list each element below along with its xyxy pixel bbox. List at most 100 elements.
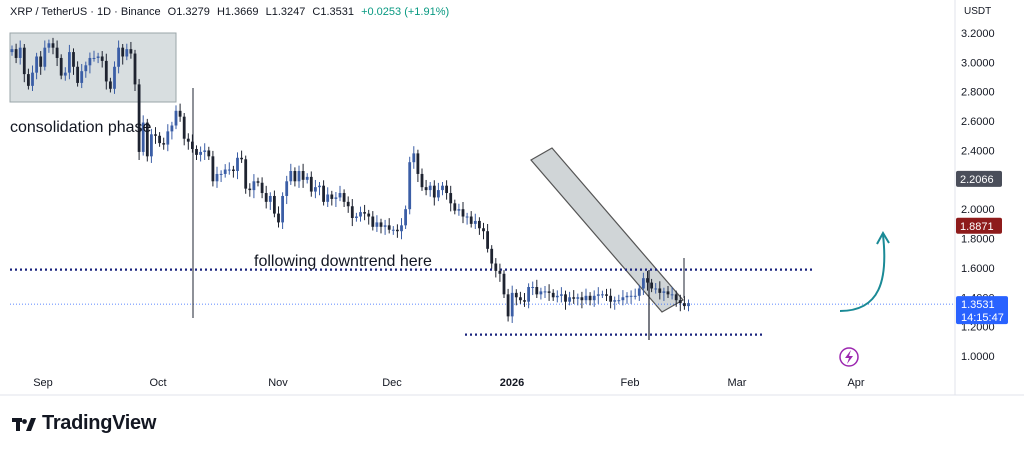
candle-body[interactable] bbox=[14, 49, 18, 58]
candle-body[interactable] bbox=[240, 157, 243, 160]
candle-body[interactable] bbox=[84, 65, 88, 72]
candle-body[interactable] bbox=[195, 148, 198, 155]
candle-body[interactable] bbox=[506, 294, 510, 317]
currency-label[interactable]: USDT bbox=[964, 6, 992, 17]
candle-body[interactable] bbox=[268, 195, 272, 202]
candle-body[interactable] bbox=[355, 216, 358, 218]
candle-body[interactable] bbox=[264, 193, 268, 202]
candle-body[interactable] bbox=[289, 171, 293, 182]
candle-body[interactable] bbox=[285, 181, 289, 196]
candle-body[interactable] bbox=[588, 295, 592, 301]
tradingview-logo[interactable]: TradingView bbox=[12, 412, 156, 435]
candle-body[interactable] bbox=[642, 278, 645, 289]
candle-body[interactable] bbox=[473, 220, 477, 224]
candle-body[interactable] bbox=[519, 297, 522, 301]
candle-body[interactable] bbox=[100, 56, 104, 61]
candle-body[interactable] bbox=[572, 297, 576, 299]
candle-body[interactable] bbox=[326, 194, 330, 202]
candle-body[interactable] bbox=[182, 116, 186, 139]
candle-body[interactable] bbox=[59, 57, 63, 76]
candle-body[interactable] bbox=[334, 197, 338, 199]
candle-body[interactable] bbox=[637, 288, 641, 296]
candle-body[interactable] bbox=[650, 282, 653, 289]
candle-body[interactable] bbox=[662, 291, 666, 293]
candle-body[interactable] bbox=[633, 295, 637, 297]
candle-body[interactable] bbox=[592, 295, 596, 301]
candle-body[interactable] bbox=[248, 188, 252, 191]
candle-body[interactable] bbox=[424, 187, 428, 191]
candle-body[interactable] bbox=[244, 159, 248, 189]
candle-body[interactable] bbox=[412, 153, 416, 163]
candle-body[interactable] bbox=[375, 222, 379, 227]
candle-body[interactable] bbox=[330, 194, 334, 199]
candle-body[interactable] bbox=[162, 143, 166, 145]
candle-body[interactable] bbox=[367, 213, 371, 217]
candle-body[interactable] bbox=[568, 297, 571, 302]
candle-body[interactable] bbox=[88, 57, 92, 66]
candle-body[interactable] bbox=[109, 81, 112, 89]
candle-body[interactable] bbox=[437, 190, 440, 198]
candle-body[interactable] bbox=[576, 297, 580, 299]
candle-body[interactable] bbox=[490, 248, 494, 264]
candle-body[interactable] bbox=[260, 182, 264, 194]
candle-body[interactable] bbox=[133, 53, 137, 85]
candle-body[interactable] bbox=[535, 286, 539, 295]
candle-body[interactable] bbox=[449, 193, 453, 204]
candle-body[interactable] bbox=[527, 286, 530, 302]
candle-body[interactable] bbox=[80, 71, 84, 83]
candle-body[interactable] bbox=[63, 72, 67, 76]
candle-body[interactable] bbox=[145, 122, 149, 157]
candle-body[interactable] bbox=[625, 295, 629, 298]
candle-body[interactable] bbox=[363, 212, 366, 214]
candle-body[interactable] bbox=[76, 66, 79, 83]
candle-body[interactable] bbox=[338, 193, 342, 198]
projection-arrow[interactable] bbox=[839, 234, 886, 312]
candle-body[interactable] bbox=[441, 185, 444, 191]
candle-body[interactable] bbox=[10, 49, 14, 53]
candle-body[interactable] bbox=[646, 278, 649, 283]
candle-body[interactable] bbox=[154, 134, 157, 136]
candle-body[interactable] bbox=[658, 288, 662, 293]
candle-body[interactable] bbox=[322, 185, 325, 202]
candle-body[interactable] bbox=[379, 222, 383, 227]
candle-body[interactable] bbox=[465, 216, 469, 218]
candle-body[interactable] bbox=[27, 74, 30, 86]
lightning-icon[interactable] bbox=[839, 347, 859, 367]
candle-body[interactable] bbox=[674, 294, 678, 301]
candle-body[interactable] bbox=[621, 297, 625, 301]
candle-body[interactable] bbox=[43, 47, 47, 67]
candle-body[interactable] bbox=[400, 225, 403, 232]
symbol-label[interactable]: XRP / TetherUS · 1D · Binance bbox=[10, 6, 161, 18]
candle-body[interactable] bbox=[18, 47, 22, 58]
candle-body[interactable] bbox=[252, 181, 256, 191]
candle-body[interactable] bbox=[273, 195, 276, 214]
candle-body[interactable] bbox=[31, 72, 34, 86]
candle-body[interactable] bbox=[55, 47, 59, 58]
candle-body[interactable] bbox=[683, 303, 686, 307]
candle-body[interactable] bbox=[51, 43, 55, 48]
candle-body[interactable] bbox=[96, 56, 100, 58]
candle-body[interactable] bbox=[498, 270, 502, 274]
candle-body[interactable] bbox=[186, 138, 190, 142]
candle-body[interactable] bbox=[137, 84, 141, 152]
candle-body[interactable] bbox=[510, 292, 514, 317]
candle-body[interactable] bbox=[531, 286, 535, 288]
candle-body[interactable] bbox=[215, 173, 219, 182]
candle-body[interactable] bbox=[211, 156, 215, 182]
downtrend-channel[interactable] bbox=[530, 147, 684, 313]
candle-body[interactable] bbox=[113, 66, 116, 89]
candle-body[interactable] bbox=[92, 57, 96, 59]
candle-body[interactable] bbox=[420, 173, 424, 188]
candle-body[interactable] bbox=[72, 52, 75, 67]
candle-body[interactable] bbox=[551, 292, 555, 298]
candle-body[interactable] bbox=[141, 122, 145, 152]
candle-body[interactable] bbox=[277, 213, 280, 223]
candle-body[interactable] bbox=[129, 49, 133, 54]
candle-body[interactable] bbox=[342, 193, 346, 202]
candle-body[interactable] bbox=[432, 185, 436, 198]
candle-body[interactable] bbox=[371, 216, 375, 227]
candle-body[interactable] bbox=[514, 292, 518, 298]
candle-body[interactable] bbox=[22, 47, 26, 75]
candle-body[interactable] bbox=[596, 294, 600, 296]
